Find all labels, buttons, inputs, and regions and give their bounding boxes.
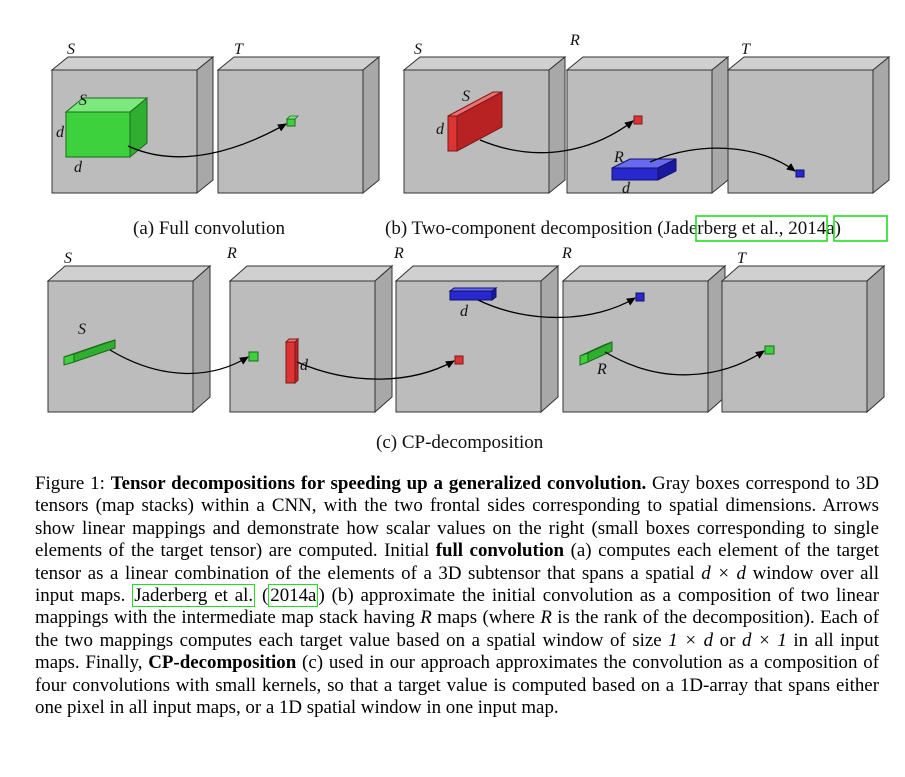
element-blue-c3 <box>635 292 645 302</box>
element-green-c1 <box>248 351 259 362</box>
kernel-cube-green <box>64 96 149 159</box>
label-c-R3: R <box>561 245 572 262</box>
label-a-d1: d <box>56 124 65 141</box>
arrow-b2 <box>649 147 796 172</box>
tensor-box-a-T <box>216 55 381 195</box>
target-element-blue <box>795 169 805 178</box>
citation-link-2014a[interactable]: 2014a <box>268 584 319 608</box>
label-b-T: T <box>741 41 751 58</box>
label-c-d1: d <box>300 357 309 374</box>
caption-title: Tensor decompositions for speeding up a … <box>110 473 647 494</box>
kernel-rod-green-2 <box>579 341 613 366</box>
tensor-box-c-R1 <box>228 264 394 414</box>
label-c-T: T <box>737 250 747 267</box>
citation-2014a-box[interactable] <box>833 215 888 242</box>
kernel-slab-red <box>447 91 503 152</box>
citation-jaderberg: Jaderberg et al. <box>664 218 779 239</box>
citation-2014a: 2014a <box>788 218 835 239</box>
kernel-rod-green-1 <box>63 339 116 366</box>
label-b-S: S <box>414 41 422 58</box>
label-b-d1: d <box>436 121 445 138</box>
kernel-slab-blue <box>611 158 677 181</box>
subcaption-b: (b) Two-component decomposition (Jaderbe… <box>385 218 841 239</box>
element-red-c2 <box>454 355 464 365</box>
term-cp-decomposition: CP-decomposition <box>148 652 297 674</box>
citation-jaderberg-box[interactable] <box>695 215 828 242</box>
tensor-box-c-R3 <box>561 264 727 414</box>
label-a-T: T <box>234 41 244 58</box>
intermediate-element-red <box>633 115 643 125</box>
arrow-b1 <box>479 120 634 154</box>
label-b-R: R <box>569 32 580 49</box>
figure-label: Figure 1: <box>35 473 111 494</box>
label-b-kernel-S: S <box>462 88 470 105</box>
arrow-c4 <box>604 350 765 376</box>
label-c-d2: d <box>460 303 469 320</box>
label-c-kernel-R: R <box>596 361 607 378</box>
arrow-c2 <box>296 360 455 380</box>
label-c-R2: R <box>393 245 404 262</box>
arrow-c1 <box>109 349 249 375</box>
tensor-box-c-S <box>46 264 212 414</box>
label-c-kernel-S: S <box>78 321 86 338</box>
figure-caption: Figure 1: Tensor decompositions for spee… <box>35 473 880 719</box>
kernel-rod-red <box>284 337 300 385</box>
arrow-a <box>127 123 287 158</box>
term-full-convolution: full convolution <box>435 540 565 562</box>
tensor-box-b-T <box>726 55 891 195</box>
label-b-kernel-R: R <box>613 149 624 166</box>
label-c-R1: R <box>226 245 237 262</box>
label-c-S: S <box>64 250 72 267</box>
label-b-d2: d <box>622 180 631 197</box>
label-a-kernel-S: S <box>79 92 87 109</box>
target-element-green <box>286 115 299 127</box>
subcaption-a: (a) Full convolution <box>133 218 285 239</box>
kernel-rod-blue <box>448 287 498 301</box>
citation-link-jaderberg[interactable]: Jaderberg et al. <box>132 584 256 608</box>
tensor-box-c-R2 <box>394 264 560 414</box>
arrow-c3 <box>477 297 636 319</box>
label-a-d2: d <box>74 159 83 176</box>
subcaption-c: (c) CP-decomposition <box>376 432 544 453</box>
figure-1: S T S d d S R T S d R d (a) Full convolu… <box>46 32 891 453</box>
tensor-box-c-T <box>720 264 886 414</box>
target-element-green-c <box>764 345 775 355</box>
label-a-S: S <box>67 41 75 58</box>
